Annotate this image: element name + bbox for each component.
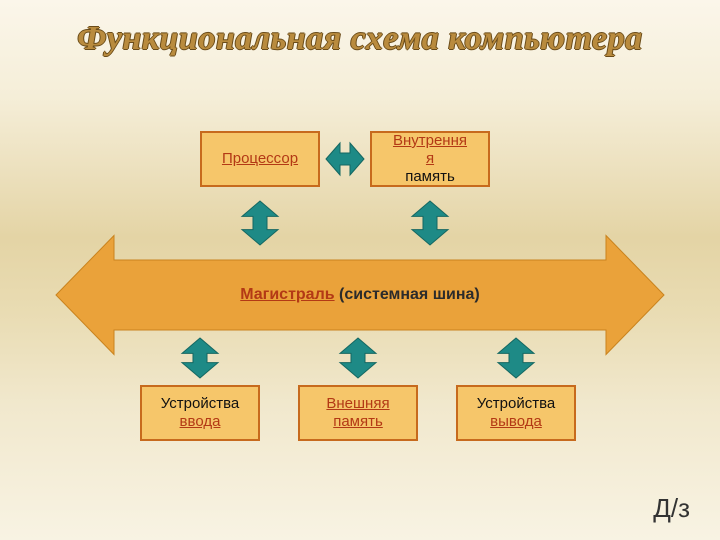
box-text: я	[426, 150, 434, 168]
connector-arrow	[340, 338, 376, 378]
box-cpu: Процессор	[200, 131, 320, 187]
box-ext_mem: Внешняяпамять	[298, 385, 418, 441]
box-text: Устройства	[161, 395, 239, 413]
box-in_dev: Устройстваввода	[140, 385, 260, 441]
box-text: память	[405, 168, 455, 186]
bus-label: Магистраль (системная шина)	[225, 286, 495, 304]
box-text: Внутрення	[393, 132, 467, 150]
box-ram: Внутренняяпамять	[370, 131, 490, 187]
corner-label: Д/з	[653, 493, 690, 524]
box-text: Устройства	[477, 395, 555, 413]
connector-arrow	[182, 338, 218, 378]
connector-arrow	[498, 338, 534, 378]
slide-title: Функциональная схема компьютера	[0, 20, 720, 58]
box-text: ввода	[180, 413, 221, 431]
slide-root: Функциональная схема компьютера Магистра…	[0, 0, 720, 540]
box-text: память	[333, 413, 383, 431]
box-text: Процессор	[222, 150, 298, 168]
box-text: Внешняя	[326, 395, 389, 413]
connector-arrow	[326, 143, 364, 175]
connector-arrow	[242, 201, 278, 245]
box-text: вывода	[490, 413, 542, 431]
bus-label-part: Магистраль	[240, 286, 334, 303]
connector-arrow	[412, 201, 448, 245]
box-out_dev: Устройствавывода	[456, 385, 576, 441]
bus-and-connectors	[0, 0, 720, 540]
bus-label-part: (системная шина)	[335, 286, 480, 303]
